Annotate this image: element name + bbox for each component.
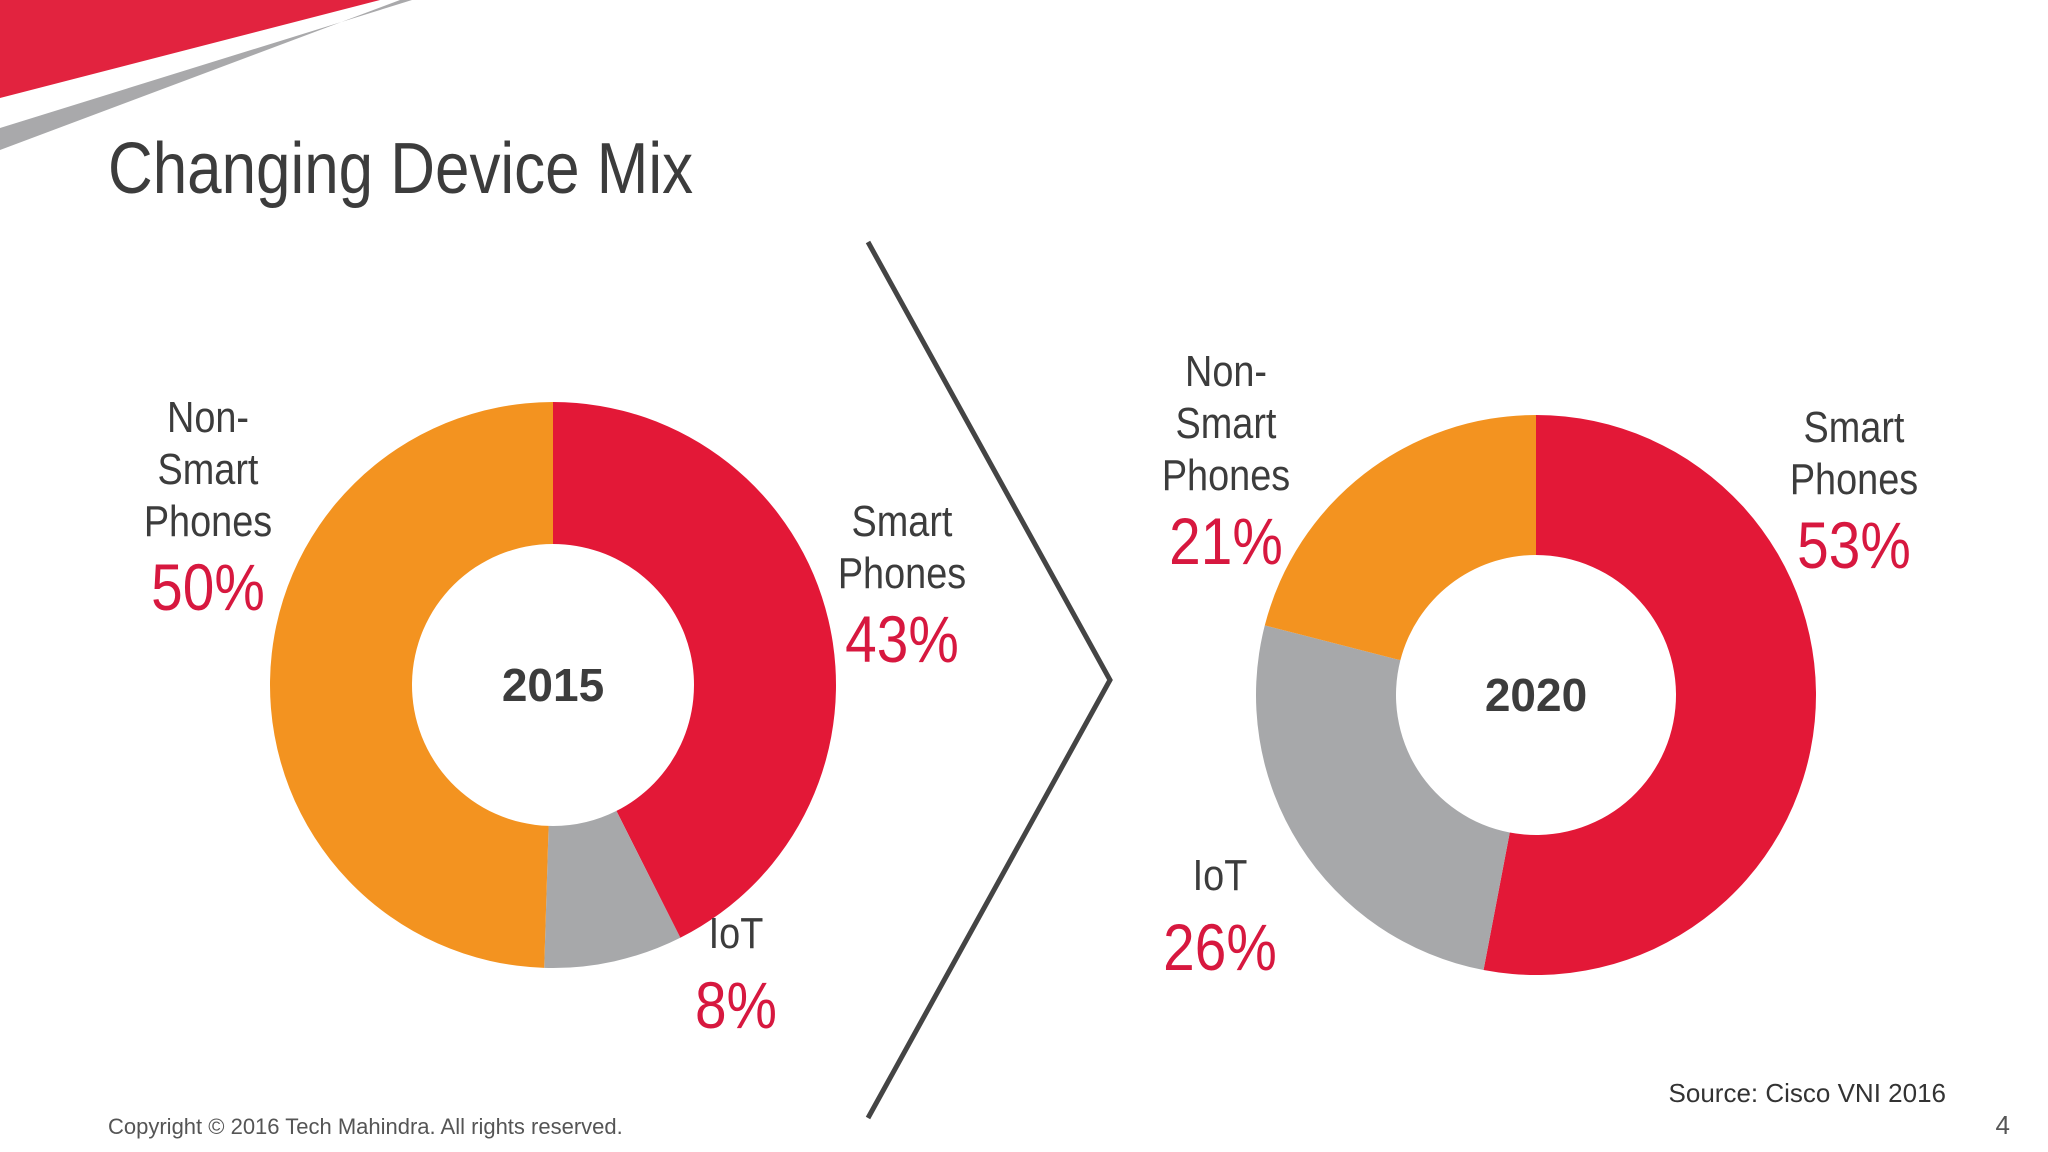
donut-2020-center-label: 2020 — [1485, 669, 1587, 721]
label-line: Non- — [166, 393, 250, 442]
label-line: Smart — [1803, 403, 1905, 452]
label-line: IoT — [1192, 851, 1248, 900]
donut-2015-slice-non-smart-phones — [269, 402, 553, 968]
label-line: Phones — [837, 549, 967, 598]
donut-2020-slice-iot — [1256, 625, 1510, 971]
label-line: Phones — [143, 497, 273, 546]
chart-2015-smart-label: Smart Phones — [833, 496, 971, 600]
donut-2015-center-label: 2015 — [502, 659, 604, 711]
donut-2015-slice-iot — [544, 810, 681, 968]
copyright-footer: Copyright © 2016 Tech Mahindra. All righ… — [108, 1114, 623, 1139]
label-line: IoT — [708, 909, 764, 958]
chart-2015-nonsmart-label: Non- Smart Phones — [139, 392, 277, 548]
label-line: Phones — [1789, 455, 1919, 504]
header-red-stripe — [0, 0, 380, 98]
page-number: 4 — [1995, 1110, 2010, 1140]
chart-2020-iot-label: IoT — [1168, 850, 1271, 902]
chart-2015-iot-label: IoT — [684, 908, 787, 960]
label-line: Smart — [851, 497, 953, 546]
label-line: Smart — [1175, 399, 1277, 448]
source-note: Source: Cisco VNI 2016 — [1668, 1078, 1946, 1108]
label-line: Phones — [1161, 451, 1291, 500]
chart-2020-smart-percent: 53% — [1797, 508, 1911, 582]
chart-2015-nonsmart-percent: 50% — [151, 550, 265, 624]
chart-2015-iot-percent: 8% — [694, 968, 778, 1042]
chart-2015-smart-percent: 43% — [845, 602, 959, 676]
label-line: Non- — [1184, 347, 1268, 396]
donut-2020-slice-smart-phones — [1483, 415, 1816, 975]
header-decoration — [0, 0, 412, 150]
slide-title: Changing Device Mix — [108, 129, 694, 209]
chart-2020-iot-percent: 26% — [1163, 910, 1277, 984]
donut-2020-slice-non-smart-phones — [1264, 415, 1536, 661]
chart-2020-nonsmart-label: Non- Smart Phones — [1157, 346, 1295, 502]
label-line: Smart — [157, 445, 259, 494]
chart-2020-nonsmart-percent: 21% — [1169, 504, 1283, 578]
chart-2020-smart-label: Smart Phones — [1785, 402, 1923, 506]
donut-2015-slice-smart-phones — [553, 402, 836, 938]
